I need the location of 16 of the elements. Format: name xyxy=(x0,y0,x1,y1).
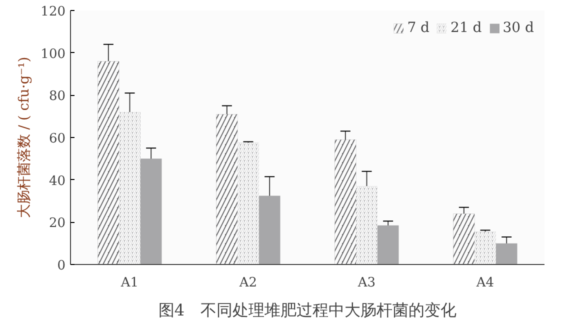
y-tick-label: 100 xyxy=(40,46,66,62)
x-tick-label: A1 xyxy=(120,276,139,290)
legend-label: 30 d xyxy=(502,20,534,36)
x-tick-label: A2 xyxy=(238,276,258,290)
legend-label: 7 d xyxy=(407,20,430,36)
y-tick-label: 60 xyxy=(48,132,66,146)
x-tick-label: A3 xyxy=(356,276,376,290)
y-axis-title: 大肠杆菌落数 / ( cfu·g⁻¹) xyxy=(16,56,33,218)
y-tick-label: 80 xyxy=(48,89,66,104)
y-tick-label: 120 xyxy=(40,4,66,20)
y-tick-label: 20 xyxy=(48,216,66,232)
caption: 图4 不同处理堆肥过程中大肠杆菌的变化 xyxy=(158,300,457,320)
legend-label: 21 d xyxy=(450,20,482,36)
y-tick-label: 40 xyxy=(48,174,66,189)
y-tick-label: 0 xyxy=(57,258,66,274)
x-tick-label: A4 xyxy=(475,276,494,290)
